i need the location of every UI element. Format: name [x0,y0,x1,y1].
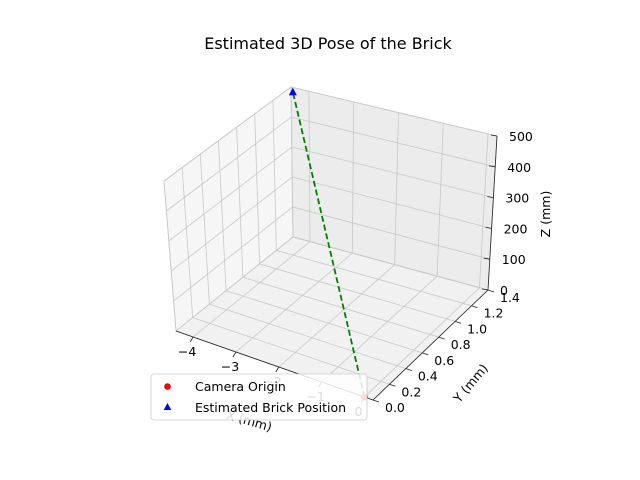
z-tick-mark [485,227,492,229]
legend-label-camera-origin: Camera Origin [195,379,286,394]
y-tick-label: 0.6 [434,353,454,368]
brick-position-marker [288,87,297,96]
z-tick-mark [490,134,498,137]
y-tick-label: 1.4 [500,290,520,305]
y-tick-label: 0.0 [385,400,405,415]
z-tick-mark [487,196,494,198]
legend-marker-brick-position [163,403,172,410]
connector-line [291,91,366,398]
y-tick-mark [471,305,478,309]
z-tick-label: 0 [500,283,508,298]
y-tick-mark [405,368,412,371]
z-tick-mark [481,288,489,291]
z-tick-label: 200 [504,221,528,236]
y-tick-mark [372,399,380,403]
x-tick-mark [189,336,194,343]
grid-line-z [175,236,489,332]
axes-panes [163,86,498,401]
z-tick-mark [483,257,490,260]
legend-marker-camera-origin [164,383,171,390]
grid-lines [163,86,498,401]
z-tick-label: 100 [502,252,526,267]
z-axis-line [487,135,498,291]
y-tick-label: 1.0 [467,321,487,336]
y-tick-label: 0.8 [451,337,471,352]
z-axis-label: Z (mm) [538,191,553,238]
y-tick-label: 0.4 [418,369,438,384]
z-tick-mark [489,165,496,168]
grid-line-z [170,176,492,272]
z-tick-label: 500 [509,129,533,144]
x-tick-label: −3 [221,359,239,374]
y-tick-mark [487,289,495,293]
x-tick-mark [232,351,237,358]
chart-title: Estimated 3D Pose of the Brick [204,34,452,53]
y-tick-label: 0.2 [401,384,421,399]
y-tick-mark [455,321,462,324]
y-tick-mark [438,336,445,340]
grid-line-z [173,206,490,302]
x-tick-mark [275,366,280,373]
grid-line-z [168,146,494,242]
x-tick-label: −4 [178,344,196,359]
grid-line-z [166,116,496,212]
y-tick-label: 1.2 [484,306,504,321]
grid-line-z [163,86,498,182]
legend[interactable]: Camera Origin Estimated Brick Position [150,373,368,421]
legend-box [150,373,368,421]
y-tick-mark [422,352,429,356]
z-tick-label: 400 [507,160,531,175]
z-tick-label: 300 [505,191,529,206]
y-tick-mark [389,383,396,387]
y-axis-line [372,289,489,401]
legend-label-brick-position: Estimated Brick Position [195,400,346,415]
